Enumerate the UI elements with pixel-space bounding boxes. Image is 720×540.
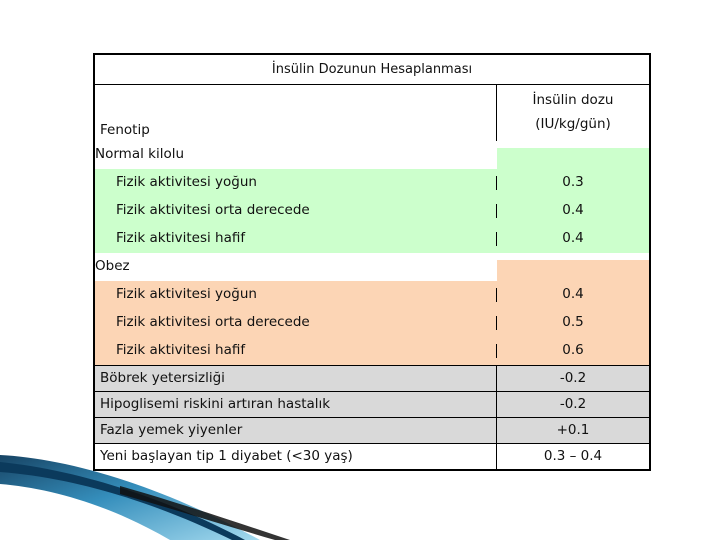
row-label: Fazla yemek yiyenler: [95, 418, 497, 443]
row-value: -0.2: [559, 395, 587, 412]
row-label: Fizik aktivitesi orta derecede: [95, 316, 497, 330]
table-row: Böbrek yetersizliği -0.2: [95, 365, 649, 391]
table-row: Hipoglisemi riskini artıran hastalık -0.…: [95, 391, 649, 417]
row-label: Fizik aktivitesi orta derecede: [95, 204, 497, 218]
header-dose-unit: (IU/kg/gün): [535, 115, 611, 132]
row-value: +0.1: [556, 421, 590, 438]
row-value: 0.4: [562, 202, 584, 219]
table-row: Yeni başlayan tip 1 diyabet (<30 yaş) 0.…: [95, 443, 649, 469]
table-row: Fizik aktivitesi hafif 0.4: [95, 225, 649, 253]
table-header-row: Fenotip İnsülin dozu (IU/kg/gün): [95, 85, 649, 141]
row-value: -0.2: [559, 369, 587, 386]
row-label: Böbrek yetersizliği: [95, 366, 497, 391]
group-normal-label: Normal kilolu: [95, 146, 185, 163]
row-value: 0.3 – 0.4: [543, 447, 603, 464]
row-label: Hipoglisemi riskini artıran hastalık: [95, 392, 497, 417]
group-obese-label-row: Obez: [95, 253, 649, 289]
group-normal-label-row: Normal kilolu: [95, 141, 649, 177]
insulin-dose-table: İnsülin Dozunun Hesaplanması Fenotip İns…: [93, 53, 651, 471]
row-label: Yeni başlayan tip 1 diyabet (<30 yaş): [95, 444, 497, 469]
table-row: Fazla yemek yiyenler +0.1: [95, 417, 649, 443]
table-row: Fizik aktivitesi orta derecede 0.5: [95, 309, 649, 337]
row-value: 0.4: [562, 230, 584, 247]
row-value: 0.3: [562, 174, 584, 191]
row-label: Fizik aktivitesi yoğun: [95, 288, 497, 302]
table-row: Fizik aktivitesi yoğun 0.3: [95, 169, 649, 197]
table-title: İnsülin Dozunun Hesaplanması: [271, 62, 473, 77]
row-value: 0.4: [562, 286, 584, 303]
header-dose: İnsülin dozu (IU/kg/gün): [497, 85, 649, 141]
group-obese-label: Obez: [95, 258, 130, 275]
row-label: Fizik aktivitesi yoğun: [95, 176, 497, 190]
table-row: Fizik aktivitesi orta derecede 0.4: [95, 197, 649, 225]
header-phenotype: Fenotip: [95, 85, 497, 141]
row-label: Fizik aktivitesi hafif: [95, 344, 497, 358]
table-row: Fizik aktivitesi hafif 0.6: [95, 337, 649, 365]
row-label: Fizik aktivitesi hafif: [95, 232, 497, 246]
header-dose-line1: İnsülin dozu: [532, 92, 614, 108]
row-value: 0.6: [562, 342, 584, 359]
table-title-row: İnsülin Dozunun Hesaplanması: [95, 55, 649, 85]
row-value: 0.5: [562, 314, 584, 331]
table-row: Fizik aktivitesi yoğun 0.4: [95, 281, 649, 309]
